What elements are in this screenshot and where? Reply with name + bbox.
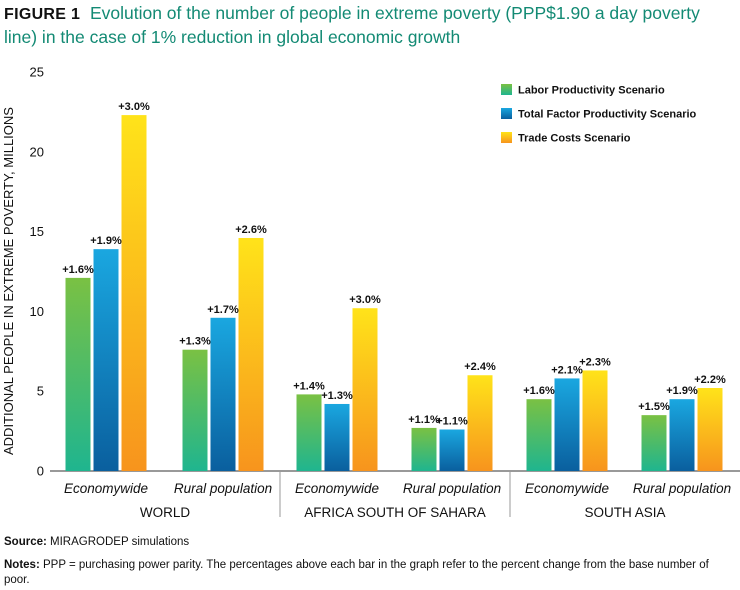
bar-labor [411, 427, 437, 471]
category-label: Rural population [174, 481, 272, 496]
legend: Labor Productivity Scenario Total Factor … [501, 84, 697, 145]
category-label: Economywide [525, 481, 609, 496]
bar-tfp [554, 378, 580, 471]
title-text: Evolution of the number of people in ext… [4, 3, 700, 47]
bar-trade [121, 115, 147, 471]
category-label: Rural population [403, 481, 501, 496]
y-axis-label: ADDITIONAL PEOPLE IN EXTREME POVERTY, MI… [1, 107, 16, 455]
group-label: WORLD [140, 505, 191, 520]
source-text: MIRAGRODEP simulations [50, 536, 190, 548]
bar-labor [296, 394, 322, 471]
y-tick-label: 25 [30, 65, 44, 80]
data-label: +2.4% [464, 361, 496, 373]
data-label: +1.3% [321, 390, 353, 402]
category-label: Economywide [64, 481, 148, 496]
bar-tfp [210, 317, 236, 471]
y-tick-label: 5 [37, 384, 44, 399]
y-tick-label: 0 [37, 464, 44, 479]
category-label: Economywide [295, 481, 379, 496]
bar-labor [65, 277, 91, 471]
data-label: +1.9% [666, 385, 698, 397]
notes-label: Notes: [4, 559, 40, 571]
data-label: +3.0% [118, 101, 150, 113]
legend-label: Labor Productivity Scenario [518, 85, 665, 97]
legend-swatch-trade [501, 132, 512, 143]
bar-tfp [669, 399, 695, 471]
bar-trade [467, 375, 493, 471]
bar-tfp [324, 403, 350, 471]
data-label: +1.7% [207, 304, 239, 316]
legend-swatch-labor [501, 84, 512, 95]
data-label: +3.0% [349, 294, 381, 306]
bar-chart: 0 5 10 15 20 25 ADDITIONAL PEOPLE IN EXTREME P… [1, 65, 740, 520]
legend-label: Trade Costs Scenario [518, 133, 631, 145]
legend-swatch-tfp [501, 108, 512, 119]
group-label: AFRICA SOUTH OF SAHARA [304, 505, 486, 520]
axes: 0 5 10 15 20 25 ADDITIONAL PEOPLE IN EXTREME P… [1, 65, 740, 520]
data-label: +1.5% [638, 401, 670, 413]
data-label: +2.2% [694, 374, 726, 386]
bar-trade [582, 370, 608, 471]
bar-trade [238, 237, 264, 471]
source-label: Source: [4, 536, 47, 548]
data-label: +1.9% [90, 235, 122, 247]
bar-labor [182, 349, 208, 471]
legend-label: Total Factor Productivity Scenario [518, 109, 697, 121]
bar-trade [352, 308, 378, 471]
data-label: +2.1% [551, 364, 583, 376]
source-line: Source: MIRAGRODEP simulations [4, 536, 189, 548]
y-tick-label: 10 [30, 304, 44, 319]
data-label: +1.3% [179, 336, 211, 348]
bar-labor [641, 415, 667, 471]
bar-labor [526, 399, 552, 471]
bars: +1.6%+1.9%+3.0%+1.3%+1.7%+2.6%+1.4%+1.3%… [62, 101, 726, 471]
bar-trade [697, 388, 723, 471]
data-label: +2.3% [579, 356, 611, 368]
figure-label: FIGURE 1 [4, 6, 81, 23]
notes-line: Notes: PPP = purchasing power parity. Th… [4, 558, 730, 588]
data-label: +1.6% [523, 385, 555, 397]
notes-text: PPP = purchasing power parity. The perce… [4, 559, 709, 586]
chart-title: FIGURE 1 Evolution of the number of peop… [4, 2, 736, 48]
data-label: +1.1% [408, 414, 440, 426]
group-label: SOUTH ASIA [584, 505, 665, 520]
data-label: +1.4% [293, 380, 325, 392]
bar-tfp [93, 249, 119, 471]
bar-tfp [439, 429, 465, 471]
y-tick-label: 15 [30, 224, 44, 239]
category-label: Rural population [633, 481, 731, 496]
data-label: +1.6% [62, 264, 94, 276]
y-tick-label: 20 [30, 144, 44, 159]
data-label: +2.6% [235, 224, 267, 236]
data-label: +1.1% [436, 416, 468, 428]
